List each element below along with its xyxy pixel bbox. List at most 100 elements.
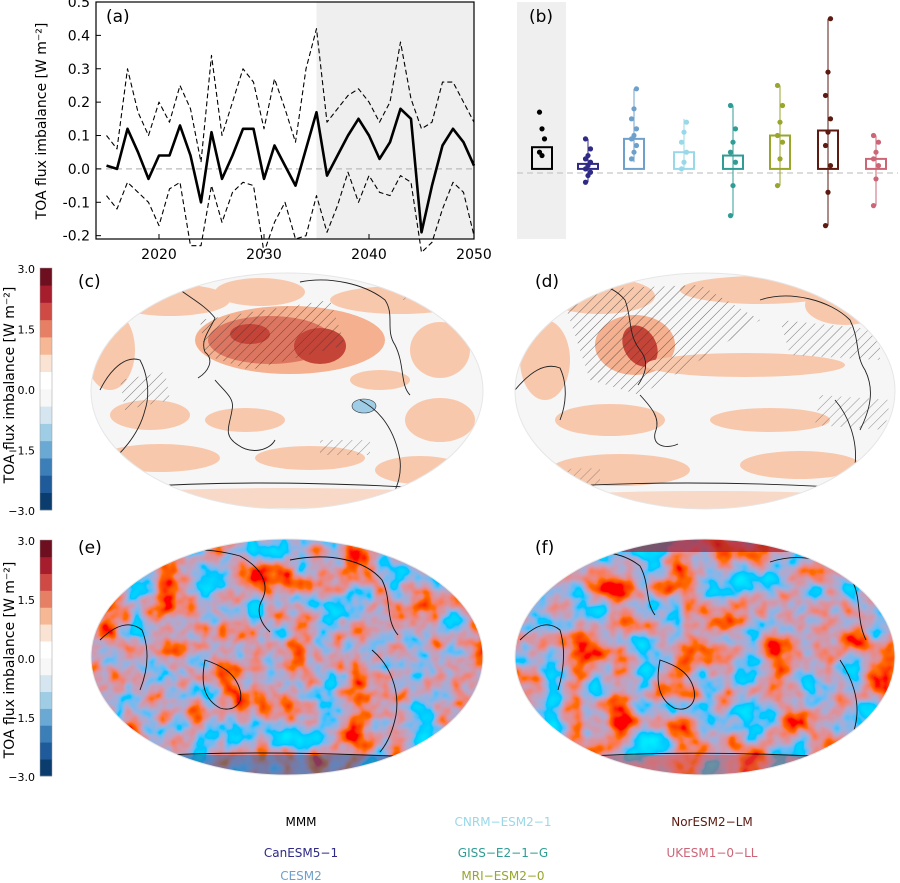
colorbar-swatch bbox=[40, 556, 52, 575]
y-tick-label: 0.2 bbox=[68, 95, 90, 111]
series-line-lower bbox=[106, 171, 475, 253]
point-MRI-ESM2-0 bbox=[774, 132, 781, 139]
colorbar-swatch bbox=[40, 406, 52, 424]
colorbar-tick-label: −1.5 bbox=[8, 712, 35, 725]
point-CNRM-ESM2-1 bbox=[683, 119, 690, 125]
legend: MMM CanESM5−1 CESM2 CNRM−ESM2−1 GISS−E2−1−G M… bbox=[264, 815, 758, 883]
y-tick-label: 0.0 bbox=[68, 162, 90, 178]
panel-b-label: (b) bbox=[529, 7, 553, 27]
bar-MMM bbox=[531, 146, 553, 170]
point-NorESM2-LM bbox=[822, 223, 829, 229]
point-UKESM1-0-LL bbox=[873, 149, 879, 155]
point-CNRM-ESM2-1 bbox=[683, 149, 690, 155]
panel-f-label: (f) bbox=[535, 538, 554, 558]
x-tick-label: 2050 bbox=[456, 247, 492, 263]
point-UKESM1-0-LL bbox=[870, 132, 877, 139]
legend-item: MRI−ESM2−0 bbox=[461, 869, 544, 883]
point-CanESM5-1 bbox=[587, 146, 594, 152]
point-CanESM5-1 bbox=[585, 152, 591, 159]
legend-item: MMM bbox=[285, 815, 316, 829]
point-MRI-ESM2-0 bbox=[777, 119, 783, 125]
point-CESM2 bbox=[631, 106, 637, 112]
point-CNRM-ESM2-1 bbox=[681, 159, 687, 165]
y-tick-label: 0.4 bbox=[68, 28, 90, 44]
panel-a-series bbox=[106, 28, 476, 253]
y-tick-label: 0.5 bbox=[68, 0, 90, 11]
colorbar-frame bbox=[39, 267, 53, 511]
colorbar-top-label: TOA flux imbalance [W m⁻²] bbox=[2, 287, 18, 485]
point-NorESM2-LM bbox=[825, 129, 831, 135]
point-UKESM1-0-LL bbox=[870, 203, 877, 209]
panel-a-frame bbox=[95, 1, 475, 240]
legend-item: CESM2 bbox=[280, 869, 322, 883]
colorbar-swatch bbox=[40, 641, 52, 659]
map-f-heatmap: (f) bbox=[514, 538, 896, 776]
colorbar-swatch bbox=[40, 590, 52, 608]
point-NorESM2-LM bbox=[822, 142, 829, 149]
colorbar-swatch bbox=[40, 423, 52, 442]
point-CESM2 bbox=[631, 132, 637, 139]
colorbar-tick-label: 3.0 bbox=[18, 263, 36, 276]
point-GISS-E2-1-G bbox=[732, 126, 739, 132]
point-MMM bbox=[536, 109, 543, 115]
colorbar-swatch bbox=[40, 708, 52, 726]
colorbar-swatch bbox=[40, 319, 52, 338]
legend-item: CNRM−ESM2−1 bbox=[455, 815, 552, 829]
point-CNRM-ESM2-1 bbox=[681, 129, 687, 135]
point-CanESM5-1 bbox=[582, 179, 589, 185]
point-MRI-ESM2-0 bbox=[774, 82, 781, 89]
colorbar-tick-label: −3.0 bbox=[8, 505, 35, 518]
colorbar-frame bbox=[39, 539, 53, 777]
colorbar-swatch bbox=[40, 268, 52, 286]
colorbar-swatch bbox=[40, 285, 52, 303]
point-CESM2 bbox=[631, 149, 637, 155]
colorbar-tick-label: 3.0 bbox=[18, 535, 36, 548]
panel-a-ticks: -0.2 -0.1 0.0 0.1 0.2 0.3 0.4 0.5 2020 2030 2040 20… bbox=[63, 0, 492, 263]
legend-item: GISS−E2−1−G bbox=[458, 846, 548, 860]
point-GISS-E2-1-G bbox=[730, 182, 736, 189]
colorbar-swatch bbox=[40, 607, 52, 625]
colorbar-tick-label: 1.5 bbox=[18, 594, 36, 607]
point-CESM2 bbox=[628, 156, 635, 162]
point-CNRM-ESM2-1 bbox=[678, 139, 685, 145]
colorbar-swatch bbox=[40, 674, 52, 693]
x-tick-label: 2020 bbox=[141, 247, 177, 263]
panel-e-label: (e) bbox=[78, 538, 102, 558]
point-UKESM1-0-LL bbox=[870, 156, 877, 162]
point-CESM2 bbox=[628, 116, 635, 122]
colorbar-tick-label: 0.0 bbox=[18, 653, 36, 666]
map-e-heatmap: (e) bbox=[78, 538, 484, 776]
bar-GISS-E2-1-G bbox=[722, 154, 744, 170]
point-UKESM1-0-LL bbox=[873, 176, 879, 182]
point-NorESM2-LM bbox=[827, 116, 834, 122]
y-tick-label: 0.3 bbox=[68, 62, 90, 78]
series-line-mean bbox=[106, 107, 476, 234]
point-MMM bbox=[539, 152, 545, 159]
point-CNRM-ESM2-1 bbox=[678, 166, 685, 172]
colorbar-bottom: 3.0 1.5 0.0 −1.5 −3.0 bbox=[8, 535, 53, 784]
panel-c-label: (c) bbox=[78, 272, 101, 292]
point-MMM bbox=[541, 136, 548, 142]
point-NorESM2-LM bbox=[825, 69, 831, 75]
point-CESM2 bbox=[633, 86, 640, 92]
point-MRI-ESM2-0 bbox=[777, 156, 783, 162]
point-CESM2 bbox=[633, 142, 640, 149]
colorbar-swatch bbox=[40, 440, 52, 459]
x-tick-label: 2030 bbox=[246, 247, 282, 263]
point-GISS-E2-1-G bbox=[730, 139, 736, 145]
panel-a-ylabel: TOA flux imbalance [W m⁻²] bbox=[34, 23, 50, 221]
colorbar-swatch bbox=[40, 337, 52, 355]
point-MRI-ESM2-0 bbox=[779, 102, 786, 109]
point-CanESM5-1 bbox=[587, 159, 594, 165]
colorbar-swatch bbox=[40, 725, 52, 743]
point-MRI-ESM2-0 bbox=[779, 139, 786, 145]
colorbar-swatch bbox=[40, 742, 52, 760]
map-d-heatmap: (d) bbox=[514, 272, 896, 510]
colorbar-swatch bbox=[40, 759, 52, 777]
colorbar-swatch bbox=[40, 354, 52, 373]
point-NorESM2-LM bbox=[825, 189, 831, 195]
panel-a-line-chart: -0.2 -0.1 0.0 0.1 0.2 0.3 0.4 0.5 2020 2030 2040 20… bbox=[34, 0, 492, 263]
point-CESM2 bbox=[633, 126, 640, 132]
colorbar-swatch bbox=[40, 389, 52, 407]
